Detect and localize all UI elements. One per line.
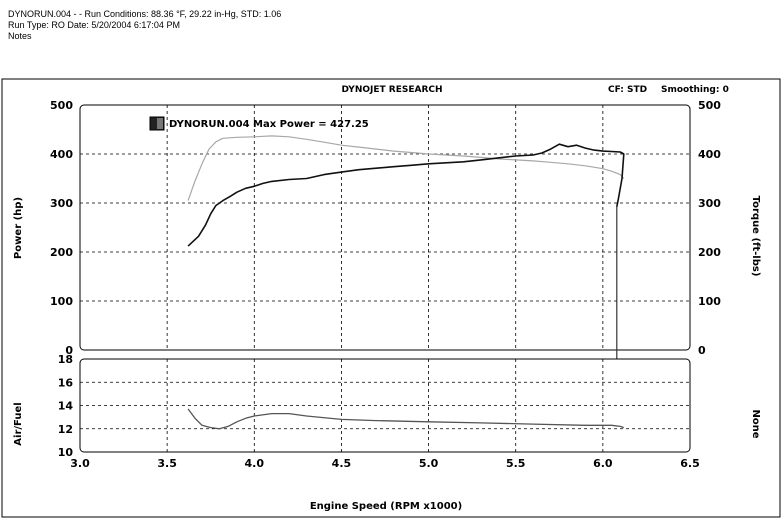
- power-tick-label: 500: [50, 99, 73, 112]
- airfuel-series-line: [187, 408, 625, 430]
- rpm-axis-label: Engine Speed (RPM x1000): [310, 501, 462, 512]
- torque-tick-label: 100: [698, 295, 721, 308]
- torque-tick-label: 300: [698, 197, 721, 210]
- airfuel-tick-label: 14: [58, 400, 74, 413]
- torque-axis-ticks: 0 100 200 300 400 500: [698, 99, 721, 357]
- x-tick-label: 4.0: [245, 457, 265, 470]
- torque-tick-label: 0: [698, 344, 706, 357]
- run-type-line: Run Type: RO Date: 5/20/2004 6:17:04 PM: [8, 20, 180, 30]
- airfuel-axis-ticks: 10 12 14 16 18: [58, 353, 74, 459]
- power-tick-label: 200: [50, 246, 73, 259]
- airfuel-panel-series: [187, 408, 625, 430]
- legend-label: DYNORUN.004 Max Power = 427.25: [169, 119, 369, 130]
- legend-swatch-highlight: [157, 118, 163, 129]
- power-tick-label: 100: [50, 295, 73, 308]
- power-tick-label: 400: [50, 148, 73, 161]
- run-conditions-line: DYNORUN.004 - - Run Conditions: 88.36 °F…: [8, 9, 282, 19]
- x-tick-label: 3.5: [157, 457, 177, 470]
- airfuel-axis-label: Air/Fuel: [13, 402, 24, 445]
- power-panel: [79, 104, 691, 351]
- airfuel-tick-label: 12: [58, 423, 73, 436]
- chart-title: DYNOJET RESEARCH: [341, 85, 442, 95]
- airfuel-tick-label: 18: [58, 353, 73, 366]
- power-series-line: [187, 143, 625, 247]
- x-tick-label: 3.0: [70, 457, 90, 470]
- power-tick-label: 0: [65, 344, 73, 357]
- torque-tick-label: 400: [698, 148, 721, 161]
- power-panel-grid: [80, 105, 690, 350]
- notes-line: Notes: [8, 31, 32, 41]
- torque-axis-label: Torque (ft-lbs): [750, 196, 761, 277]
- power-axis-label: Power (hp): [13, 197, 24, 259]
- x-tick-label: 5.0: [419, 457, 439, 470]
- x-tick-label: 5.5: [506, 457, 526, 470]
- power-tick-label: 300: [50, 197, 73, 210]
- x-tick-label: 6.5: [680, 457, 700, 470]
- airfuel-tick-label: 10: [58, 446, 74, 459]
- torque-tick-label: 200: [698, 246, 721, 259]
- x-tick-label: 6.0: [593, 457, 613, 470]
- torque-series-line: [187, 135, 625, 201]
- x-tick-label: 4.5: [332, 457, 352, 470]
- airfuel-tick-label: 16: [58, 376, 74, 389]
- smoothing-label: Smoothing: 0: [661, 85, 729, 95]
- torque-tick-label: 500: [698, 99, 721, 112]
- none-axis-label: None: [750, 409, 761, 438]
- cf-label: CF: STD: [608, 85, 647, 95]
- power-axis-ticks: 0 100 200 300 400 500: [50, 99, 73, 357]
- rpm-axis-ticks: 3.0 3.5 4.0 4.5 5.0 5.5 6.0 6.5: [70, 457, 700, 470]
- chart-frame: [1, 78, 781, 518]
